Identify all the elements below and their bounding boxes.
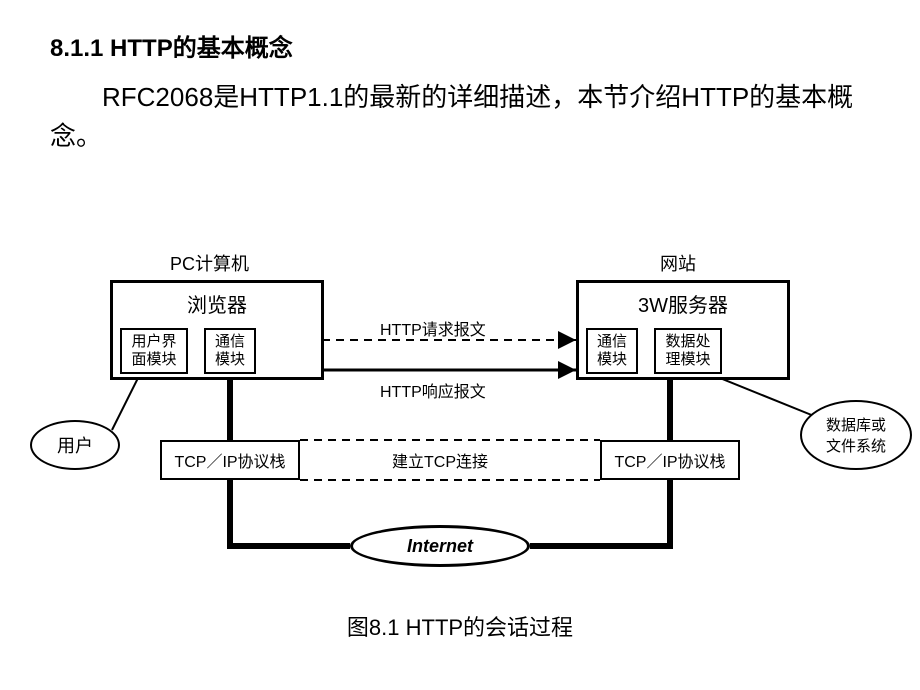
figure-caption: 图8.1 HTTP的会话过程	[0, 610, 920, 642]
dataproc-label: 数据处 理模块	[665, 333, 710, 369]
http-session-diagram: PC计算机 网站 浏览器 用户界 面模块 通信 模块 3W服务器 通信 模块 数…	[0, 220, 920, 580]
tcp-conn-label: 建立TCP连接	[392, 448, 488, 472]
intro-paragraph: RFC2068是HTTP1.1的最新的详细描述，本节介绍HTTP的基本概念。	[50, 78, 870, 156]
browser-title: 浏览器	[187, 289, 247, 318]
comm-left-label: 通信 模块	[215, 333, 245, 369]
tcpip-left-box: TCP／IP协议栈	[160, 440, 300, 480]
internet-label: Internet	[407, 536, 473, 557]
pc-label: PC计算机	[170, 250, 249, 276]
http-response-label: HTTP响应报文	[380, 378, 486, 402]
tcpip-right-label: TCP／IP协议栈	[614, 448, 725, 472]
comm-module-left-box: 通信 模块	[204, 328, 256, 374]
section-heading: 8.1.1 HTTP的基本概念	[50, 28, 293, 63]
dataproc-module-box: 数据处 理模块	[654, 328, 722, 374]
http-request-label: HTTP请求报文	[380, 316, 486, 340]
comm-right-label: 通信 模块	[597, 333, 627, 369]
comm-module-right-box: 通信 模块	[586, 328, 638, 374]
user-label: 用户	[57, 432, 93, 458]
internet-ellipse: Internet	[350, 525, 530, 567]
site-label: 网站	[660, 250, 696, 276]
tcpip-right-box: TCP／IP协议栈	[600, 440, 740, 480]
ui-module-box: 用户界 面模块	[120, 328, 188, 374]
ui-module-label: 用户界 面模块	[131, 333, 176, 369]
tcpip-left-label: TCP／IP协议栈	[174, 448, 285, 472]
db-ellipse: 数据库或 文件系统	[800, 400, 912, 470]
server-title: 3W服务器	[638, 289, 728, 318]
user-ellipse: 用户	[30, 420, 120, 470]
db-label: 数据库或 文件系统	[826, 414, 886, 456]
